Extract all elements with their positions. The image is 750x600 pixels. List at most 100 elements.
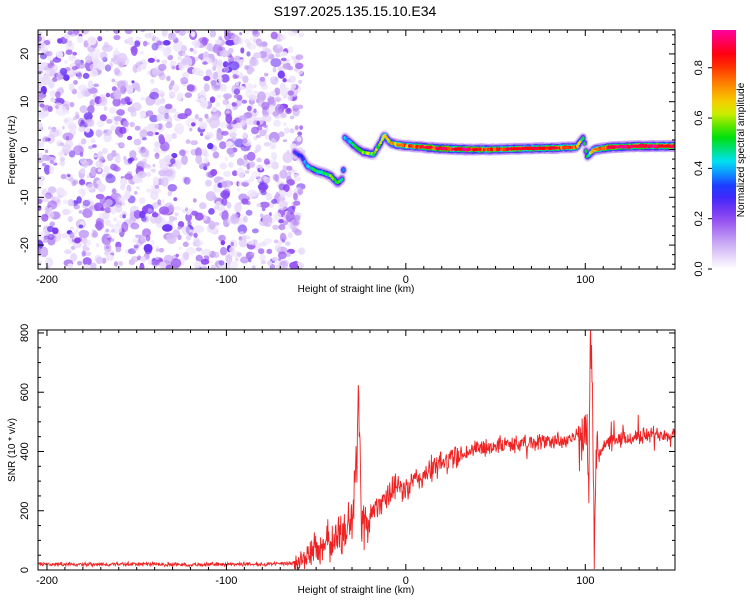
spectrogram-noise-blob [285,241,291,246]
colorbar-title: Normalized spectral amplitude [736,82,747,217]
spectrogram-noise-blob [253,84,257,88]
spectrogram-noise-blob [105,228,109,233]
spectrogram-noise-blob [184,92,193,98]
spectrogram-noise-blob [183,176,191,185]
spectrogram-noise-blob [105,92,111,98]
spectrogram-noise-blob [178,30,186,36]
spectrogram-noise-blob [282,152,293,164]
spectrogram-noise-blob [234,202,242,213]
spectrogram-trace-cell [576,144,579,148]
spectrogram-noise-blob [244,82,254,93]
spectrogram-noise-blob [105,30,109,33]
spectrogram-noise-blob [226,201,232,209]
spectrogram-noise-blob [94,202,104,211]
spectrogram-noise-blob [195,147,202,158]
spectrogram-noise-blob [239,59,245,64]
spectrogram-noise-blob [140,148,150,158]
spectrogram-noise-blob [129,150,137,159]
spectrogram-noise-blob [128,248,136,255]
spectrogram-noise-blob [42,238,48,243]
spectrogram-noise-blob [81,160,89,169]
spectrogram-noise-blob [87,36,97,46]
spectrogram-noise-blob [272,224,279,230]
spectrogram-noise-blob [175,253,179,258]
spectrogram-noise-blob [55,104,59,110]
spectrogram-noise-blob [241,256,247,261]
spectrogram-noise-blob [79,168,86,174]
spectrogram-x-axis-title: Height of straight line (km) [298,284,415,295]
spectrogram-noise-blob [165,121,173,129]
spectrogram-noise-blob [259,76,266,82]
spectrogram-noise-blob [45,70,51,75]
spectrogram-trace-cell [583,141,586,146]
spectrogram-noise-blob [182,71,190,79]
spectrogram-noise-blob [194,114,199,120]
spectrogram-noise-blob [232,120,237,125]
spectrogram-noise-blob [181,52,187,57]
spectrogram-noise-blob [114,155,121,164]
spectrogram-noise-blob [161,161,170,171]
spectrogram-noise-blob [149,190,159,200]
spectrogram-noise-blob [203,165,208,171]
spectrogram-noise-blob [47,200,58,210]
spectrogram-noise-blob [103,242,112,253]
spectrogram-noise-blob [225,113,233,124]
spectrogram-noise-blob [80,138,87,145]
spectrogram-noise-blob [268,222,272,226]
spectrogram-noise-blob [158,261,167,269]
spectrogram-noise-blob [216,94,222,99]
spectrogram-noise-blob [63,199,68,205]
spectrogram-noise-blob [82,72,90,79]
spectrogram-noise-blob [200,258,210,265]
spectrogram-noise-blob [157,89,165,95]
spectrogram-noise-blob [42,162,47,167]
spectrogram-noise-blob [48,207,53,212]
spectrogram-noise-blob [161,198,165,204]
spectrogram-noise-blob [220,246,227,256]
spectrogram-noise-blob [225,254,233,265]
spectrogram-noise-blob [287,46,294,54]
snr-frame [37,329,676,571]
spectrogram-noise-blob [116,109,125,116]
spectrogram-noise-blob [62,109,70,115]
spectrogram-noise-blob [249,252,255,256]
spectrogram-noise-blob [209,96,216,103]
spectrogram-noise-blob [155,245,160,250]
spectrogram-noise-blob [149,91,160,100]
spectrogram-noise-blob [130,256,139,263]
spectrogram-noise-blob [111,78,116,83]
spectrogram-noise-blob [213,205,220,210]
spectrogram-noise-blob [221,197,228,206]
spectrogram-noise-blob [264,72,267,77]
spectrogram-noise-blob [185,212,193,222]
spectrogram-noise-blob [139,129,148,138]
spectrogram-noise-blob [140,235,147,243]
spectrogram-noise-blob [112,217,118,222]
spectrogram-noise-blob [284,127,290,134]
spectrogram-noise-blob [207,43,213,52]
spectrogram-noise-blob [243,182,248,187]
spectrogram-noise [38,30,306,269]
spectrogram-noise-blob [177,55,182,61]
spectrogram-noise-blob [224,32,231,41]
spectrogram-trace-peak [422,146,434,149]
spectrogram-noise-blob [78,126,87,133]
spectrogram-noise-blob [93,83,99,88]
spectrogram-y-tick-label: -20 [19,237,31,253]
spectrogram-noise-blob [211,113,220,121]
spectrogram-noise-blob [73,203,80,210]
spectrogram-noise-blob [200,132,204,136]
spectrogram-noise-blob [119,126,127,134]
spectrogram-noise-blob [142,40,148,47]
spectrogram-noise-blob [70,252,78,262]
spectrogram-noise-blob [150,78,155,84]
spectrogram-noise-blob [214,39,222,45]
spectrogram-noise-blob [97,168,102,173]
spectrogram-noise-blob [207,142,214,150]
spectrogram-noise-blob [41,74,51,86]
spectrogram-noise-blob [70,202,75,206]
spectrogram-x-tick-label: -100 [215,274,237,286]
spectrogram-noise-blob [273,239,279,244]
spectrogram-noise-blob [136,66,142,72]
spectrogram-noise-blob [235,122,242,129]
